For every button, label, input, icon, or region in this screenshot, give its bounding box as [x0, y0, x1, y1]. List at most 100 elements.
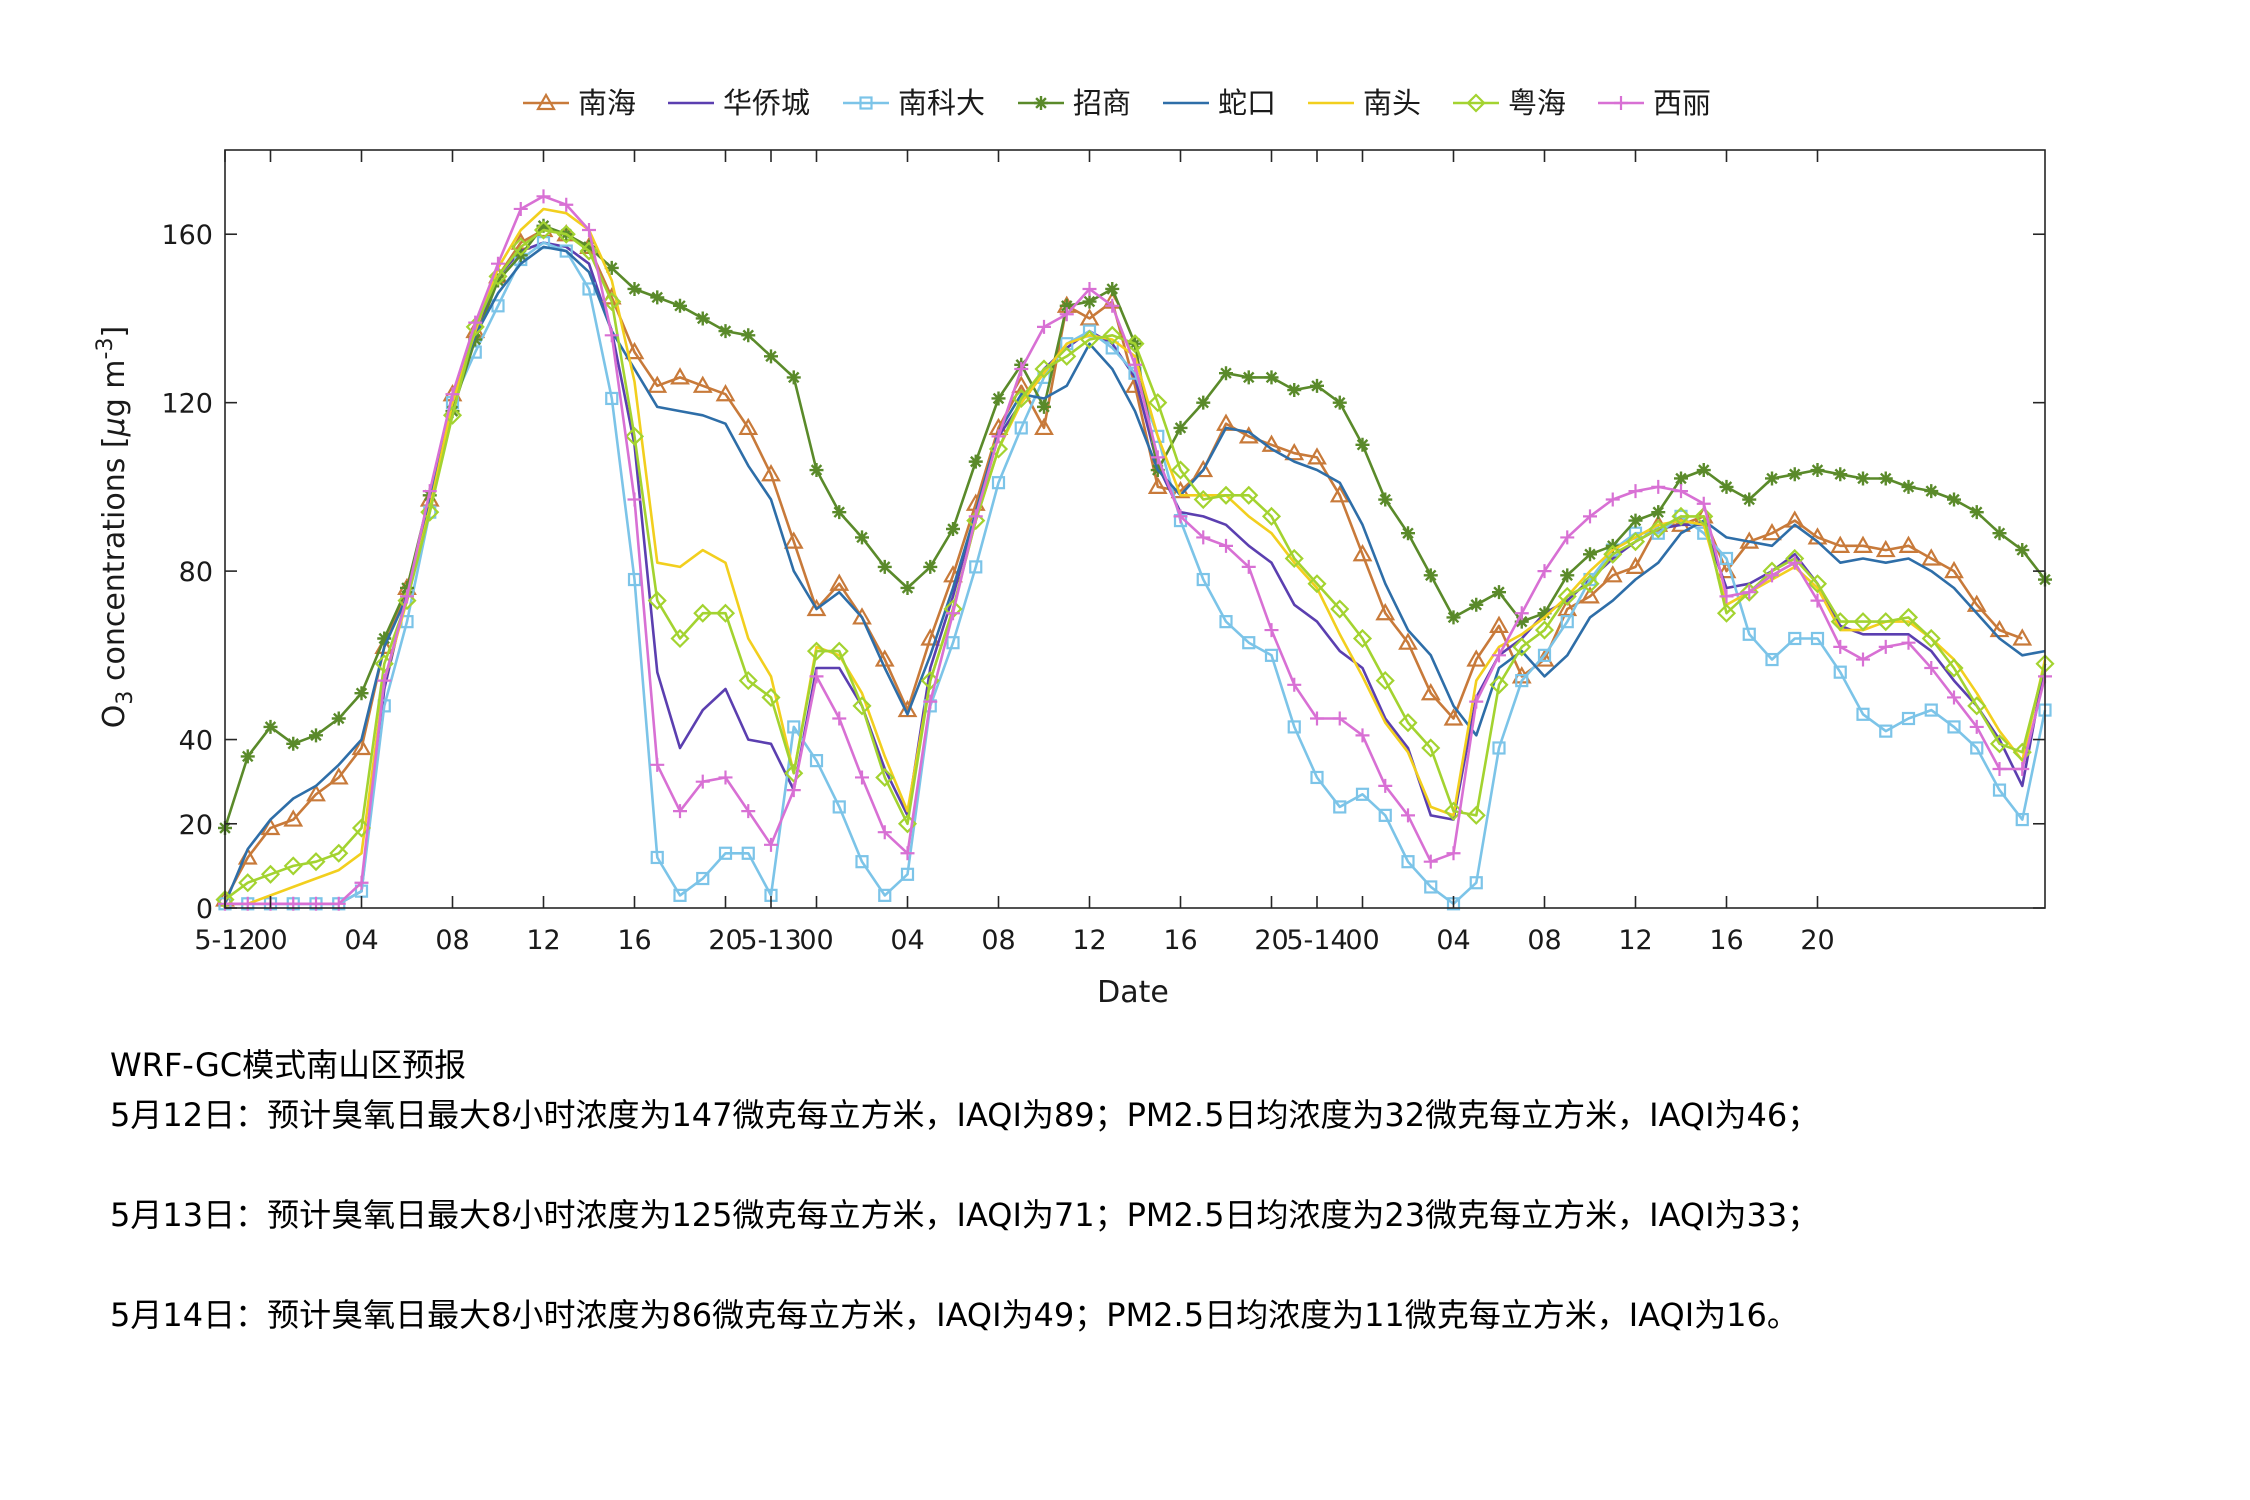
data-point: [1628, 484, 1643, 499]
data-point: [1398, 632, 1418, 650]
data-point: [920, 628, 941, 646]
legend-label: 南海: [578, 86, 636, 120]
legend-marker: [1614, 96, 1628, 110]
data-point: [536, 218, 551, 233]
data-point: [1102, 325, 1122, 345]
data-point: [2015, 762, 2030, 777]
data-point: [1674, 484, 1688, 499]
data-point: [1583, 547, 1597, 562]
data-point: [741, 846, 755, 860]
legend-item: 南海: [523, 86, 636, 120]
data-point: [1469, 876, 1483, 890]
data-point: [1924, 484, 1939, 499]
data-point: [946, 636, 960, 650]
y-tick-label: 120: [161, 389, 213, 420]
data-point: [855, 530, 869, 545]
data-point: [1989, 734, 2010, 754]
data-point: [1079, 329, 1100, 350]
data-point: [991, 391, 1006, 406]
y-tick-label: 40: [179, 726, 213, 757]
data-point: [468, 332, 483, 347]
data-point: [1147, 476, 1168, 494]
legend-label: 西丽: [1653, 86, 1711, 120]
data-point: [1082, 281, 1097, 296]
data-point: [602, 292, 622, 312]
data-point: [400, 580, 414, 595]
x-tick-label: 08: [981, 925, 1015, 956]
data-point: [1853, 535, 1873, 553]
data-point: [877, 559, 892, 574]
data-point: [673, 298, 687, 313]
data-point: [1742, 627, 1756, 641]
data-point: [354, 875, 369, 890]
data-point: [1219, 615, 1233, 629]
data-point: [1378, 808, 1392, 822]
data-point: [400, 589, 414, 604]
data-point: [878, 888, 892, 902]
data-point: [1742, 585, 1757, 600]
data-point: [1037, 319, 1051, 334]
data-point: [1082, 294, 1097, 309]
x-tick-label: 5-13: [740, 925, 801, 956]
data-point: [1648, 519, 1668, 539]
y-axis-label: O3 concentrations [μg m-3]: [93, 326, 138, 728]
data-point: [1375, 603, 1396, 621]
data-point: [693, 603, 713, 623]
data-point: [1170, 460, 1191, 480]
data-point: [738, 671, 758, 691]
data-point: [1034, 417, 1054, 436]
data-point: [647, 375, 668, 393]
data-point: [1310, 770, 1324, 785]
data-point: [786, 370, 801, 385]
axes-frame: [224, 149, 2046, 909]
data-point: [1034, 359, 1054, 379]
legend-label: 南科大: [898, 86, 985, 120]
data-point: [1970, 741, 1984, 755]
data-point: [829, 641, 849, 661]
series-line: [225, 241, 2047, 906]
data-point: [1196, 530, 1211, 545]
data-point: [420, 502, 440, 522]
series-1: [215, 219, 2033, 907]
data-point: [1807, 574, 1828, 594]
forecast-notes: WRF-GC模式南山区预报 5月12日：预计臭氧日最大8小时浓度为147微克每立…: [110, 1040, 2210, 1390]
data-point: [491, 273, 505, 288]
data-point: [1173, 420, 1188, 435]
data-point: [1148, 393, 1168, 413]
legend-item: 粤海: [1453, 86, 1566, 120]
data-point: [1625, 532, 1646, 552]
legend-item: 华侨城: [668, 86, 810, 120]
data-point: [1944, 560, 1964, 579]
data-point: [1696, 463, 1711, 478]
data-point: [1128, 357, 1142, 372]
data-point: [1537, 564, 1552, 579]
data-point: [1421, 738, 1441, 758]
data-point: [1401, 526, 1415, 541]
chart-legend: 南海 华侨城 南科大 招商 蛇口 南头 粤海 西丽: [523, 86, 1711, 120]
data-point: [1466, 649, 1487, 667]
data-point: [1560, 568, 1575, 583]
data-point: [604, 260, 619, 275]
x-tick-label: 00: [799, 925, 833, 956]
data-point: [741, 804, 756, 819]
data-point: [1398, 713, 1418, 733]
data-point: [240, 749, 255, 764]
series-line: [224, 228, 2047, 901]
data-point: [1967, 696, 1987, 716]
data-point: [1605, 492, 1620, 507]
data-point: [1059, 307, 1074, 322]
data-point: [283, 856, 303, 876]
data-point: [283, 809, 304, 827]
plot-background: [225, 150, 2045, 908]
data-point: [1989, 619, 2010, 638]
data-point: [351, 737, 372, 756]
data-point: [1788, 631, 1802, 646]
data-point: [1557, 586, 1577, 606]
data-point: [1901, 479, 1916, 494]
data-point: [1193, 459, 1214, 478]
data-point: [1583, 509, 1597, 524]
data-point: [1355, 728, 1370, 743]
legend-item: 西丽: [1598, 86, 1711, 120]
data-point: [1625, 556, 1646, 575]
data-point: [1966, 594, 1987, 612]
